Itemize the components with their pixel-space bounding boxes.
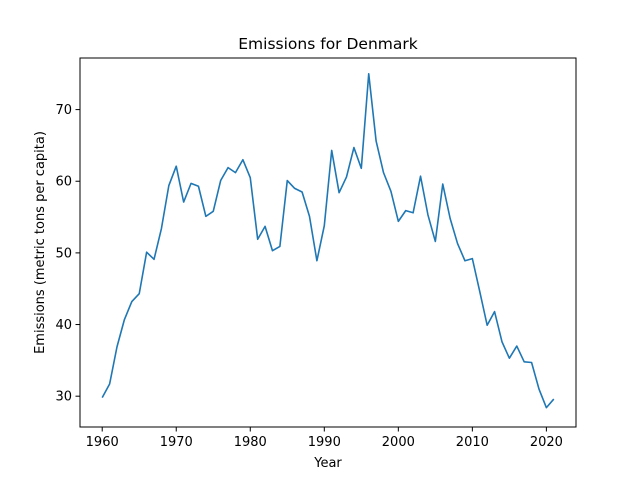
y-tick-label-60: 60 (55, 175, 72, 190)
x-tick-label-1960: 1960 (86, 435, 119, 450)
plot-area-frame (79, 57, 577, 428)
series-line-0 (101, 72, 555, 409)
x-axis-title: Year (313, 456, 342, 471)
y-tick-label-40: 40 (55, 318, 72, 333)
x-tick-label-1980: 1980 (234, 435, 267, 450)
y-axis-title: Emissions (metric tons per capita) (33, 131, 48, 354)
x-tick-label-1970: 1970 (160, 435, 193, 450)
y-tick-label-30: 30 (55, 390, 72, 405)
x-tick-label-2020: 2020 (530, 435, 563, 450)
x-axis: 1960 1970 1980 1990 2000 2010 2020 (86, 427, 563, 450)
x-tick-label-1990: 1990 (308, 435, 341, 450)
y-tick-label-70: 70 (55, 103, 72, 118)
y-tick-label-50: 50 (55, 246, 72, 261)
x-tick-label-2000: 2000 (382, 435, 415, 450)
x-tick-label-2010: 2010 (456, 435, 489, 450)
series-layer (101, 72, 555, 409)
chart-title: Emissions for Denmark (238, 35, 417, 53)
y-axis: 30 40 50 60 70 (55, 103, 80, 405)
